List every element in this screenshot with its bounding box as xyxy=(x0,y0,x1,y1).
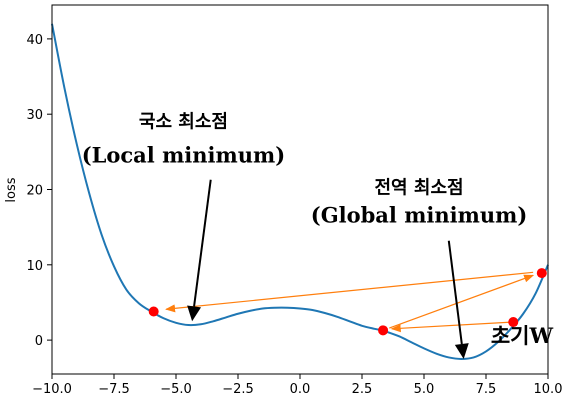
y-tick-label: 40 xyxy=(26,33,43,48)
y-tick-label: 30 xyxy=(26,108,43,123)
x-tick-label: −7.5 xyxy=(98,382,130,397)
x-tick-label: 7.5 xyxy=(476,382,497,397)
x-tick-label: 2.5 xyxy=(352,382,373,397)
x-tick-label: 10.0 xyxy=(534,382,563,397)
plot-area xyxy=(52,5,548,374)
y-tick-label: 0 xyxy=(35,334,43,349)
local-minimum-label-en: (Local minimum) xyxy=(82,142,285,167)
x-tick-label: −2.5 xyxy=(222,382,254,397)
weight-point-4 xyxy=(537,268,547,278)
global-minimum-label-en: (Global minimum) xyxy=(311,203,528,228)
y-tick-label: 20 xyxy=(26,184,43,199)
global-minimum-label-ko: 전역 최소점 xyxy=(375,177,464,198)
y-axis-label: loss xyxy=(4,177,19,202)
x-tick-label: 0.0 xyxy=(290,382,311,397)
local-minimum-label-ko: 국소 최소점 xyxy=(139,112,228,133)
x-tick-label: 5.0 xyxy=(414,382,435,397)
initial-w-label: 초기W xyxy=(491,323,554,348)
weight-point-2 xyxy=(378,325,388,335)
weight-point-1 xyxy=(149,306,159,316)
x-tick-label: −5.0 xyxy=(160,382,192,397)
y-tick-label: 10 xyxy=(26,259,43,274)
x-tick-label: −10.0 xyxy=(32,382,72,397)
